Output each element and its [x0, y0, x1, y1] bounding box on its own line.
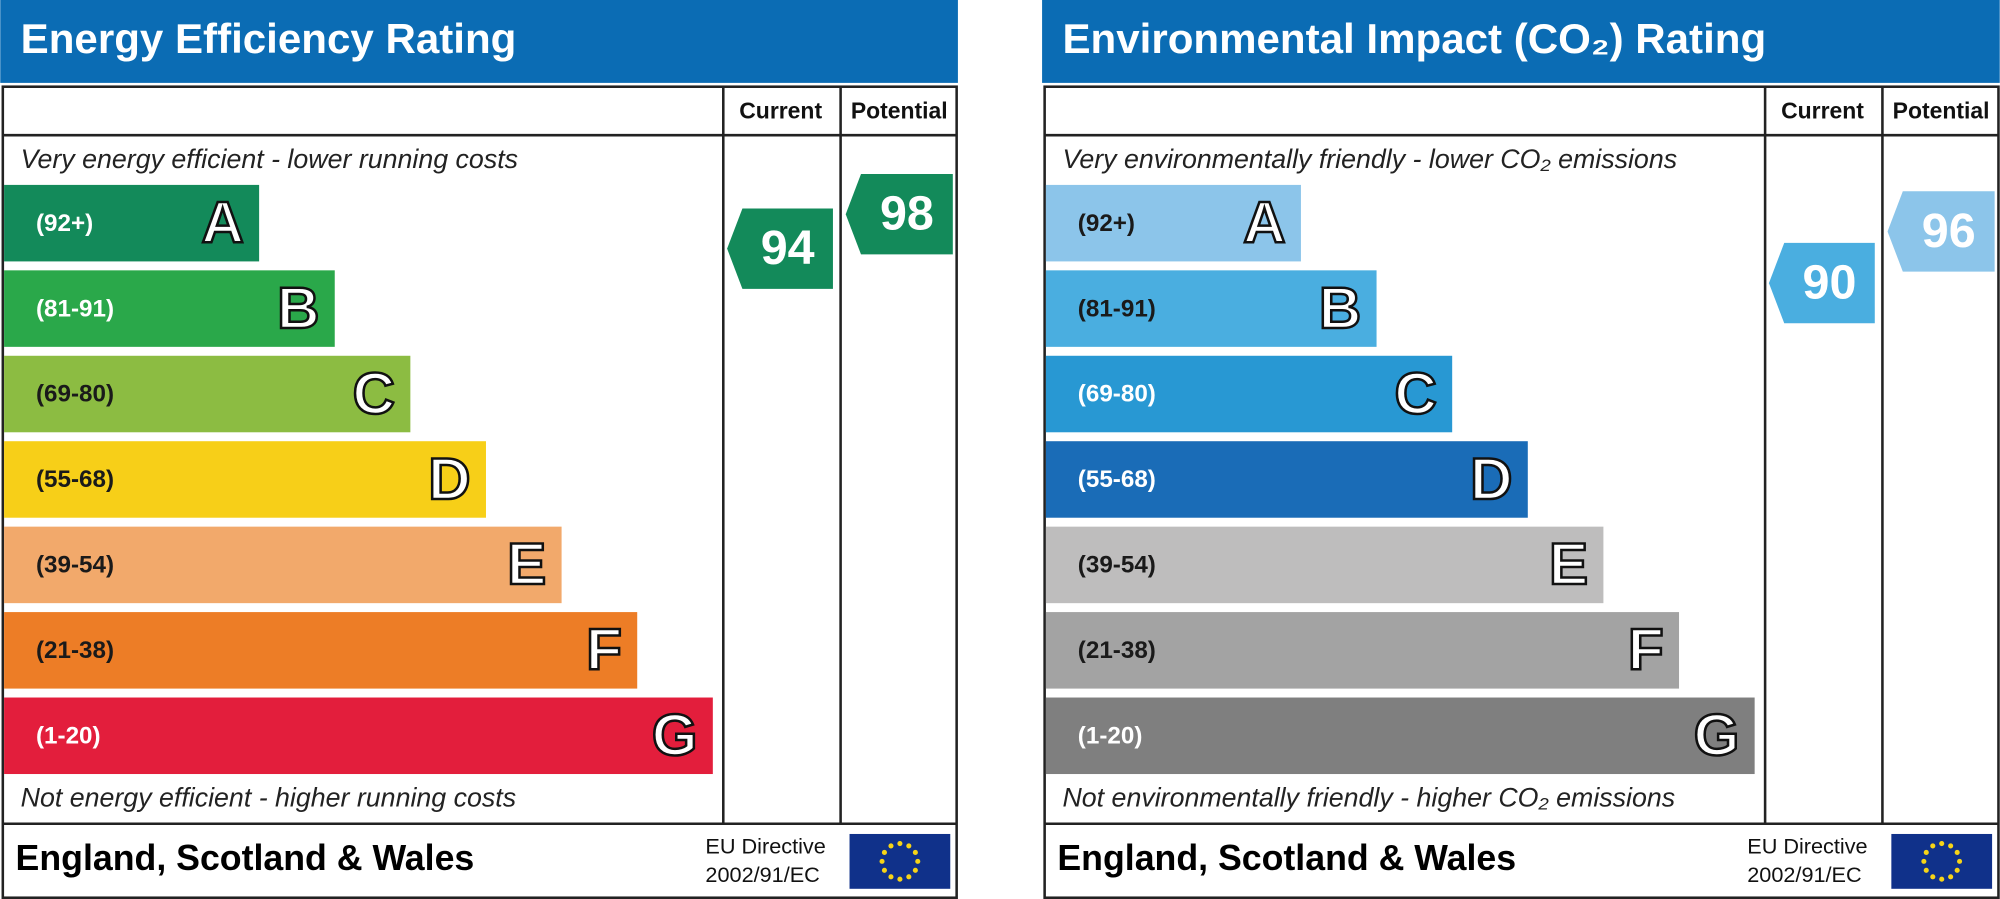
- band-letter: G: [652, 703, 698, 768]
- rating-value: 96: [1922, 204, 1976, 258]
- rating-panel: Energy Efficiency Rating Current Potential…: [0, 0, 958, 899]
- eu-star: [881, 849, 887, 856]
- column-header: Current: [739, 97, 822, 123]
- rating-band: [1045, 526, 1604, 604]
- rating-band: [1045, 612, 1680, 689]
- eu-star: [879, 858, 885, 864]
- eu-star: [888, 843, 894, 849]
- band-letter: A: [201, 190, 243, 255]
- band-letter: A: [1243, 190, 1285, 255]
- eu-star: [1948, 874, 1954, 880]
- rating-panel: Environmental Impact (CO₂) Rating Current…: [1042, 0, 2000, 899]
- band-letter: E: [507, 532, 546, 597]
- rating-band: [4, 441, 486, 518]
- directive-line: EU Directive: [705, 834, 825, 859]
- rating-band: [4, 184, 260, 262]
- band-range: (69-80): [1078, 381, 1156, 408]
- rating-arrow: [1887, 191, 1995, 272]
- rating-band: [1045, 697, 1755, 775]
- eu-star: [1948, 843, 1954, 849]
- panel-title: Energy Efficiency Rating: [21, 15, 517, 62]
- column-header: Current: [1781, 97, 1864, 123]
- bottom-note: Not environmentally friendly - higher CO…: [1062, 783, 1675, 813]
- eu-star: [897, 876, 903, 882]
- rating-band: [4, 697, 713, 775]
- rating-band: [4, 612, 638, 689]
- column-header: Potential: [851, 97, 948, 123]
- title-bar: [0, 0, 958, 83]
- band-range: (21-38): [36, 637, 114, 664]
- band-range: (21-38): [1078, 637, 1156, 664]
- rating-value: 98: [880, 187, 934, 241]
- rating-band: [1045, 355, 1453, 433]
- eu-star: [1921, 858, 1927, 864]
- band-range: (1-20): [1078, 722, 1143, 749]
- band-letter: D: [1470, 447, 1512, 512]
- band-range: (55-68): [1078, 466, 1156, 493]
- rating-band: [4, 526, 562, 604]
- rating-band: [4, 355, 411, 433]
- eu-star: [888, 874, 894, 880]
- bottom-note: Not energy efficient - higher running co…: [21, 783, 516, 813]
- rating-arrow: [845, 174, 953, 255]
- rating-band: [1045, 441, 1528, 518]
- band-range: (81-91): [36, 295, 114, 322]
- band-letter: B: [1319, 276, 1361, 341]
- eu-star: [1939, 876, 1945, 882]
- band-letter: D: [428, 447, 470, 512]
- eu-star: [881, 867, 887, 873]
- band-letter: C: [353, 361, 395, 426]
- footer-region: England, Scotland & Wales: [1057, 838, 1516, 878]
- band-letter: G: [1694, 703, 1740, 768]
- band-range: (39-54): [1078, 552, 1156, 579]
- rating-arrow: [1768, 242, 1875, 324]
- directive-line: EU Directive: [1747, 834, 1867, 859]
- eu-star: [915, 858, 921, 864]
- footer-region: England, Scotland & Wales: [16, 838, 475, 878]
- rating-band: [1045, 270, 1377, 347]
- eu-star: [906, 843, 912, 849]
- panel-title: Environmental Impact (CO₂) Rating: [1062, 15, 1766, 62]
- eu-star: [1923, 849, 1929, 856]
- eu-star: [1939, 840, 1945, 847]
- eu-star: [1930, 874, 1936, 880]
- band-letter: F: [586, 618, 622, 683]
- band-letter: E: [1549, 532, 1588, 597]
- band-range: (81-91): [1078, 295, 1156, 322]
- column-header: Potential: [1893, 97, 1990, 123]
- eu-star: [897, 840, 903, 847]
- band-range: (55-68): [36, 466, 114, 493]
- rating-band: [4, 270, 335, 347]
- top-note: Very environmentally friendly - lower CO…: [1062, 144, 1677, 174]
- eu-star: [1954, 849, 1960, 856]
- band-range: (69-80): [36, 381, 114, 408]
- directive-line: 2002/91/EC: [705, 862, 819, 887]
- top-note: Very energy efficient - lower running co…: [21, 144, 518, 174]
- band-letter: C: [1395, 361, 1437, 426]
- rating-band: [1045, 184, 1301, 262]
- title-bar: [1042, 0, 2000, 83]
- panel-frame: [1, 85, 958, 899]
- eu-star: [1923, 867, 1929, 873]
- rating-value: 94: [761, 221, 815, 275]
- band-letter: B: [277, 276, 319, 341]
- band-range: (39-54): [36, 552, 114, 579]
- eu-star: [1957, 858, 1963, 864]
- rating-arrow: [727, 208, 833, 289]
- rating-value: 90: [1803, 255, 1857, 309]
- eu-star: [906, 874, 912, 880]
- eu-star: [912, 849, 918, 856]
- eu-star: [912, 867, 918, 873]
- eu-star: [1954, 867, 1960, 873]
- band-range: (92+): [36, 210, 93, 237]
- band-letter: F: [1628, 618, 1664, 683]
- panel-frame: [1043, 85, 2000, 899]
- directive-line: 2002/91/EC: [1747, 862, 1861, 887]
- band-range: (92+): [1078, 210, 1135, 237]
- eu-star: [1930, 843, 1936, 849]
- band-range: (1-20): [36, 722, 101, 749]
